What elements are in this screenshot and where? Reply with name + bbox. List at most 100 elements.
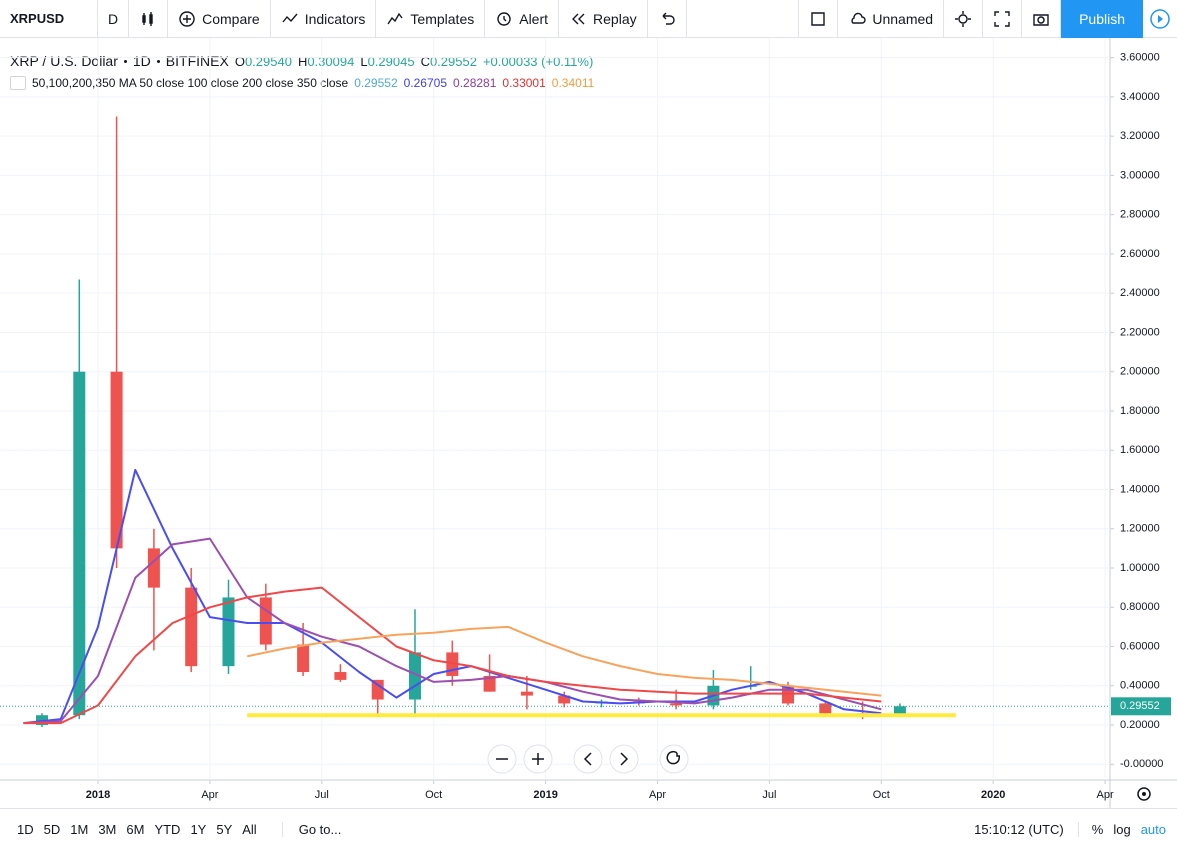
- percent-toggle[interactable]: %: [1091, 821, 1104, 837]
- y-tick-label: 1.40000: [1120, 483, 1160, 495]
- play-button[interactable]: [1143, 0, 1177, 38]
- icon: [662, 12, 675, 25]
- x-tick-label: Oct: [873, 789, 890, 801]
- icon: [179, 10, 195, 27]
- icon-shape: [282, 13, 298, 22]
- legend-toggle[interactable]: [10, 76, 26, 90]
- icon-shape: [1033, 13, 1049, 26]
- settings-button[interactable]: [944, 0, 984, 38]
- candle-body: [110, 371, 123, 549]
- interval-button[interactable]: D: [98, 0, 130, 38]
- range-button[interactable]: YTD: [154, 821, 181, 837]
- toolbar-button[interactable]: Compare: [168, 0, 271, 38]
- candle-body: [371, 679, 384, 700]
- range-button[interactable]: 3M: [98, 821, 117, 837]
- icon-shape: [387, 12, 403, 24]
- candle-body: [558, 695, 571, 704]
- x-tick-label: 2018: [86, 789, 110, 801]
- zoom-button-bg: [573, 744, 603, 774]
- toolbar-button-label: Compare: [202, 10, 260, 27]
- y-tick-label: 3.60000: [1120, 52, 1160, 64]
- zoom-button[interactable]: [573, 744, 603, 774]
- publish-button[interactable]: Publish: [1061, 0, 1143, 38]
- candle-body: [185, 587, 198, 667]
- toolbar-button-label: Replay: [593, 10, 637, 27]
- indicator-value: 0.29552: [354, 76, 398, 90]
- zoom-button-icon: [583, 752, 592, 766]
- y-tick-label: 1.60000: [1120, 444, 1160, 456]
- y-tick-label: 3.40000: [1120, 91, 1160, 103]
- zoom-button[interactable]: [609, 744, 639, 774]
- goto-button[interactable]: Go to...: [281, 821, 347, 837]
- range-button[interactable]: 1Y: [190, 821, 207, 837]
- layout-name[interactable]: Unnamed: [838, 0, 945, 38]
- zoom-button[interactable]: [659, 744, 689, 774]
- icon-shape: [851, 12, 866, 24]
- auto-toggle[interactable]: auto: [1140, 821, 1166, 837]
- ohlc-label: L: [360, 53, 368, 69]
- ohlc-label: H: [297, 53, 308, 69]
- y-tick-label: 3.00000: [1120, 169, 1160, 181]
- icon: [851, 12, 866, 24]
- chart: -0.00000 0.20000 0.40000 0.60000 0.80000 1.00…: [0, 38, 1177, 808]
- moving-average-line: [23, 586, 882, 725]
- candle-body: [334, 672, 347, 680]
- range-button[interactable]: All: [242, 821, 257, 837]
- zoom-button[interactable]: [523, 744, 553, 774]
- candle-body: [893, 706, 906, 716]
- y-tick-label: -0.00000: [1120, 758, 1163, 770]
- icon: [1033, 13, 1049, 26]
- ohlc-label: O: [234, 53, 245, 69]
- range-button[interactable]: 1D: [17, 821, 34, 837]
- toolbar-button[interactable]: Indicators: [271, 0, 377, 38]
- ohlc-label: C: [420, 53, 430, 69]
- indicator-value: 0.26705: [403, 76, 448, 90]
- axis-settings[interactable]: [1137, 787, 1151, 801]
- range-button[interactable]: 1M: [70, 821, 89, 837]
- log-toggle[interactable]: log: [1113, 821, 1131, 837]
- indicator-value: 0.34011: [551, 76, 595, 90]
- top-toolbar: XRPUSD D Compare Indicators Templates Alert Re…: [0, 0, 1177, 38]
- y-tick-label: 1.80000: [1120, 405, 1160, 417]
- fullscreen-button[interactable]: [983, 0, 1023, 38]
- symbol-button[interactable]: XRPUSD: [0, 0, 98, 38]
- icon: [497, 11, 511, 26]
- candle-body: [222, 597, 235, 667]
- snapshot-button[interactable]: [1022, 0, 1062, 38]
- chart-style-button[interactable]: [129, 0, 169, 38]
- range-button[interactable]: 6M: [126, 821, 145, 837]
- last-price-badge: [1111, 697, 1171, 716]
- range-button[interactable]: 5D: [43, 821, 61, 837]
- y-tick-label: 2.00000: [1120, 366, 1160, 378]
- toolbar-button[interactable]: Alert: [485, 0, 560, 38]
- toolbar-button[interactable]: Replay: [559, 0, 648, 38]
- y-tick-label: 2.20000: [1120, 326, 1160, 338]
- y-tick-label: 3.20000: [1120, 130, 1160, 142]
- y-tick-label: 2.80000: [1120, 209, 1160, 221]
- x-tick-label: Oct: [425, 789, 442, 801]
- zoom-button-icon: [666, 750, 680, 765]
- icon: [572, 13, 585, 24]
- icon: [811, 11, 826, 26]
- icon-shape: [497, 11, 511, 26]
- icon-shape: [1150, 8, 1170, 29]
- layout-button[interactable]: [799, 0, 839, 38]
- range-button[interactable]: 5Y: [216, 821, 233, 837]
- candle-body: [520, 691, 533, 696]
- icon: [994, 10, 1010, 27]
- zoom-button[interactable]: [487, 744, 517, 774]
- toolbar-button-label: Indicators: [304, 10, 366, 27]
- legend-title: XRP / U.S. Dollar: [10, 53, 118, 69]
- zoom-button-icon: [620, 752, 629, 766]
- toolbar-button[interactable]: Templates: [376, 0, 486, 38]
- clock[interactable]: 15:10:12 (UTC): [969, 821, 1079, 837]
- legend-interval: 1D: [132, 53, 151, 69]
- icon-shape: [811, 11, 826, 26]
- undo-button[interactable]: [648, 0, 687, 38]
- zoom-button-icon: [532, 753, 544, 765]
- candle-body: [297, 644, 310, 673]
- icon-shape: [955, 10, 972, 27]
- toolbar-button-label: Alert: [519, 10, 549, 27]
